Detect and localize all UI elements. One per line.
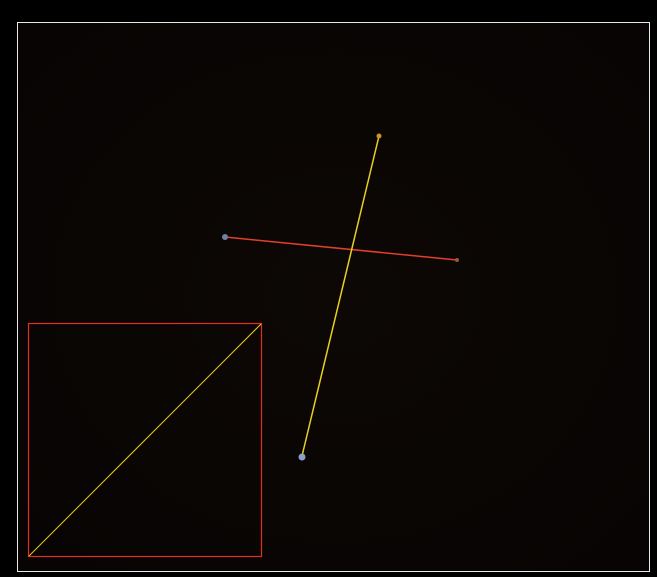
image-frame [17, 22, 650, 572]
yellow-line [301, 135, 380, 457]
star-blue-bottom [298, 453, 306, 461]
star-orange [376, 133, 382, 139]
star-red-right [455, 258, 459, 262]
inset-box [27, 322, 263, 558]
star-blue-left [222, 234, 228, 240]
red-line [224, 236, 458, 261]
inset-diagonal [28, 323, 262, 557]
